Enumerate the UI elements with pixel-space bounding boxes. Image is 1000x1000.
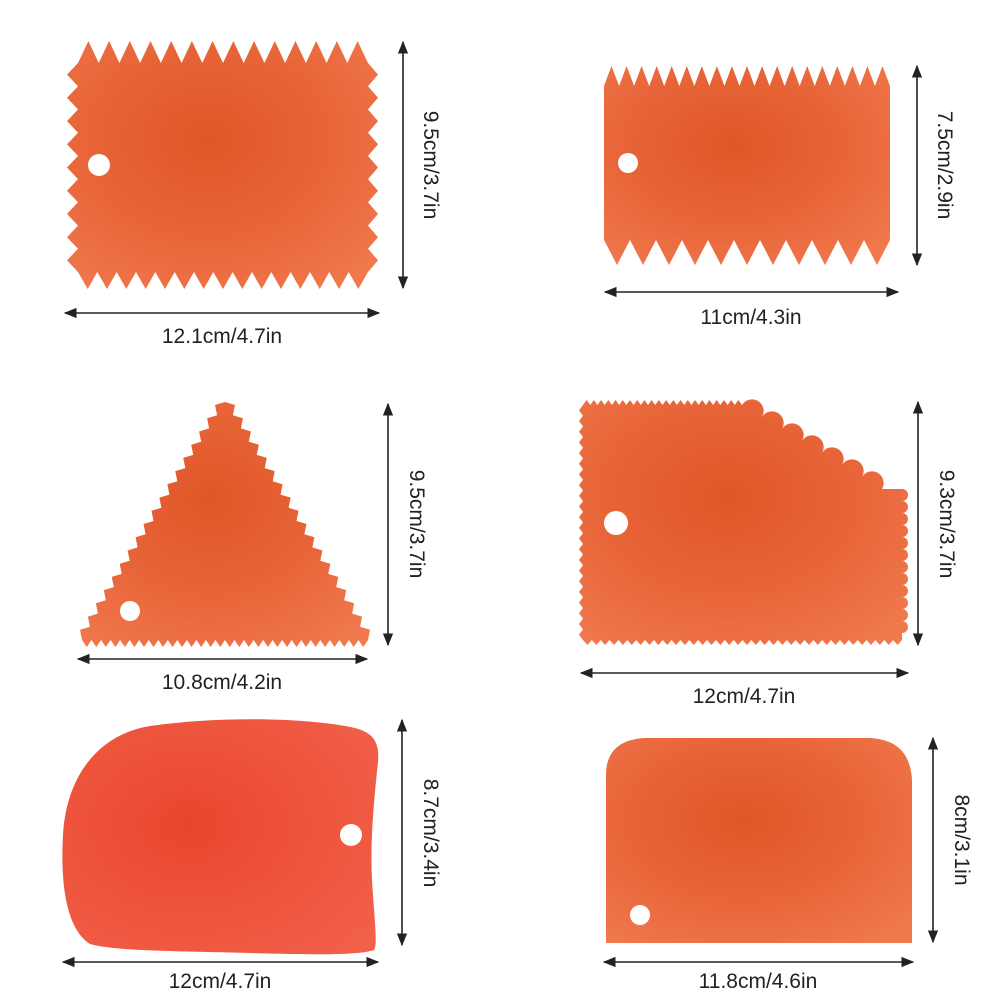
double-serrated-scraper bbox=[604, 66, 890, 265]
hanging-hole bbox=[120, 601, 140, 621]
height-label: 9.5cm/3.7in bbox=[405, 470, 428, 579]
bench-scraper bbox=[606, 738, 912, 943]
scraper-6: 11.8cm/4.6in 8cm/3.1in bbox=[602, 736, 973, 993]
width-label: 12cm/4.7in bbox=[693, 685, 796, 708]
width-label: 11cm/4.3in bbox=[700, 306, 801, 329]
height-label: 8cm/3.1in bbox=[950, 794, 973, 885]
width-label: 12cm/4.7in bbox=[169, 970, 272, 993]
scraper-3: 10.8cm/4.2in 9.5cm/3.7in bbox=[76, 402, 428, 694]
bowl-scraper bbox=[62, 719, 379, 955]
hanging-hole bbox=[604, 511, 628, 535]
scraper-5: 12cm/4.7in 8.7cm/3.4in bbox=[61, 718, 442, 993]
scraper-4: 12cm/4.7in 9.3cm/3.7in bbox=[579, 399, 958, 708]
width-label: 10.8cm/4.2in bbox=[162, 671, 282, 694]
triangle-scraper bbox=[80, 402, 370, 647]
scraper-1: 12.1cm/4.7in 9.5cm/3.7in bbox=[63, 40, 442, 348]
hanging-hole bbox=[88, 154, 110, 176]
height-label: 7.5cm/2.9in bbox=[933, 111, 956, 220]
hanging-hole bbox=[340, 824, 362, 846]
width-label: 11.8cm/4.6in bbox=[699, 970, 818, 993]
serrated-rectangle-scraper bbox=[67, 41, 378, 289]
scraper-2: 11cm/4.3in 7.5cm/2.9in bbox=[603, 64, 956, 329]
hanging-hole bbox=[630, 905, 650, 925]
width-label: 12.1cm/4.7in bbox=[162, 325, 282, 348]
scalloped-scraper bbox=[579, 399, 908, 645]
height-label: 8.7cm/3.4in bbox=[419, 779, 442, 888]
height-label: 9.3cm/3.7in bbox=[935, 470, 958, 579]
height-label: 9.5cm/3.7in bbox=[419, 111, 442, 220]
hanging-hole bbox=[618, 153, 638, 173]
